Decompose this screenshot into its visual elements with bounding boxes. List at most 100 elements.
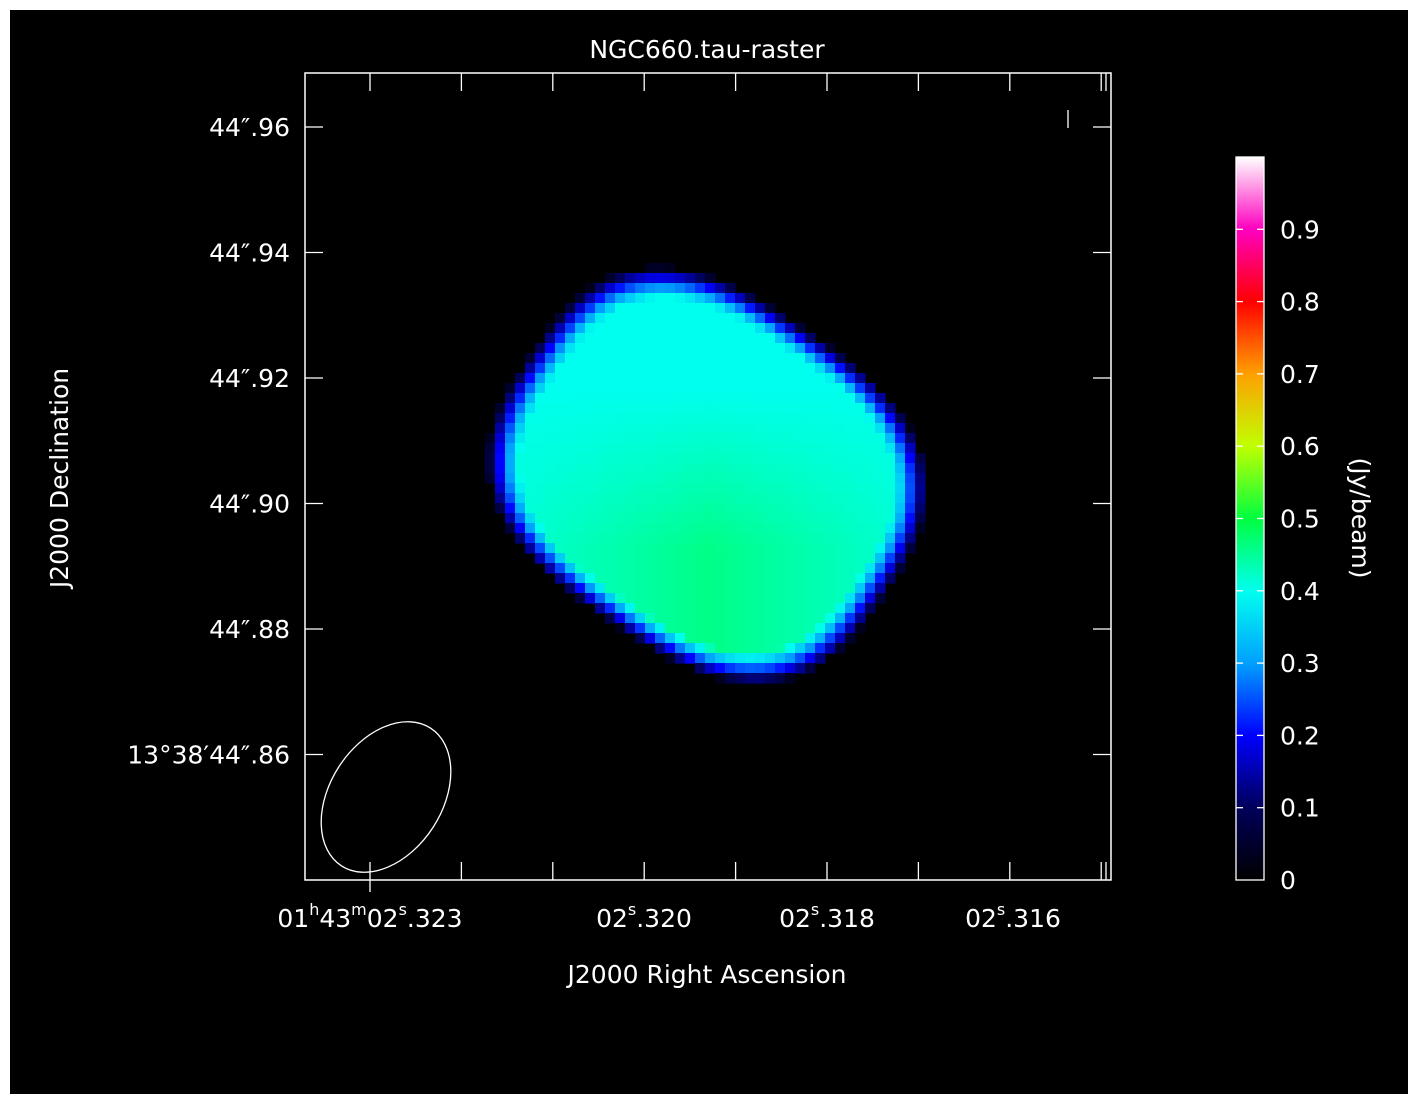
raster-pixel: [725, 303, 736, 314]
raster-pixel: [735, 483, 746, 494]
raster-pixel: [805, 553, 816, 564]
raster-pixel: [795, 583, 806, 594]
raster-pixel: [705, 463, 716, 474]
raster-pixel: [665, 353, 676, 364]
raster-pixel: [725, 403, 736, 414]
raster-pixel: [665, 413, 676, 424]
raster-pixel: [895, 463, 906, 474]
raster-pixel: [755, 583, 766, 594]
raster-pixel: [565, 393, 576, 404]
raster-pixel: [575, 463, 586, 474]
raster-pixel: [625, 303, 636, 314]
raster-pixel: [675, 303, 686, 314]
raster-pixel: [495, 453, 506, 464]
raster-pixel: [795, 333, 806, 344]
raster-pixel: [625, 623, 636, 634]
raster-pixel: [785, 433, 796, 444]
raster-pixel: [595, 403, 606, 414]
raster-pixel: [675, 593, 686, 604]
raster-pixel: [745, 363, 756, 374]
raster-pixel: [505, 413, 516, 424]
raster-pixel: [515, 453, 526, 464]
raster-pixel: [745, 383, 756, 394]
raster-pixel: [585, 363, 596, 374]
raster-pixel: [665, 423, 676, 434]
raster-pixel: [815, 633, 826, 644]
raster-pixel: [815, 513, 826, 524]
raster-pixel: [595, 563, 606, 574]
raster-pixel: [725, 583, 736, 594]
raster-pixel: [715, 513, 726, 524]
raster-pixel: [725, 433, 736, 444]
raster-pixel: [875, 423, 886, 434]
raster-pixel: [565, 573, 576, 584]
raster-pixel: [855, 543, 866, 554]
raster-pixel: [865, 583, 876, 594]
raster-pixel: [655, 643, 666, 654]
raster-pixel: [735, 443, 746, 454]
raster-pixel: [675, 623, 686, 634]
raster-pixel: [685, 503, 696, 514]
raster-pixel: [685, 323, 696, 334]
raster-pixel: [845, 513, 856, 524]
raster-pixel: [735, 603, 746, 614]
raster-pixel: [795, 573, 806, 584]
raster-pixel: [855, 513, 866, 524]
raster-pixel: [675, 523, 686, 534]
raster-pixel: [815, 643, 826, 654]
x-tick-labels: 01h43m02s.323 02s.320 02s.318 02s.316: [277, 900, 1061, 933]
raster-pixel: [575, 593, 586, 604]
raster-pixel: [865, 593, 876, 604]
raster-pixel: [795, 403, 806, 414]
raster-pixel: [885, 423, 896, 434]
raster-pixel: [545, 443, 556, 454]
raster-pixel: [525, 463, 536, 474]
raster-pixel: [615, 533, 626, 544]
raster-pixel: [565, 513, 576, 524]
raster-pixel: [575, 533, 586, 544]
raster-pixel: [775, 503, 786, 514]
raster-pixel: [815, 363, 826, 374]
raster-pixel: [665, 633, 676, 644]
raster-pixel: [685, 483, 696, 494]
raster-pixel: [665, 383, 676, 394]
raster-pixel: [505, 483, 516, 494]
raster-pixel: [865, 533, 876, 544]
raster-pixel: [775, 323, 786, 334]
raster-pixel: [735, 623, 746, 634]
raster-pixel: [685, 433, 696, 444]
raster-pixel: [665, 443, 676, 454]
raster-pixel: [485, 463, 496, 474]
raster-pixel: [855, 583, 866, 594]
raster-pixel: [745, 563, 756, 574]
raster-pixel: [625, 433, 636, 444]
raster-pixel: [615, 293, 626, 304]
raster-pixel: [825, 523, 836, 534]
raster-pixel: [895, 413, 906, 424]
raster-pixel: [675, 573, 686, 584]
raster-pixel: [615, 453, 626, 464]
raster-pixel: [685, 373, 696, 384]
raster-pixel: [665, 463, 676, 474]
raster-pixel: [685, 473, 696, 484]
raster-pixel: [645, 563, 656, 574]
raster-pixel: [765, 653, 776, 664]
raster-pixel: [765, 563, 776, 574]
raster-pixel: [685, 363, 696, 374]
raster-pixel: [715, 653, 726, 664]
raster-pixel: [695, 543, 706, 554]
raster-pixel: [575, 333, 586, 344]
raster-pixel: [785, 393, 796, 404]
raster-pixel: [795, 643, 806, 654]
raster-pixel: [715, 393, 726, 404]
raster-pixel: [705, 313, 716, 324]
raster-pixel: [525, 413, 536, 424]
raster-pixel: [655, 473, 666, 484]
raster-pixel: [875, 503, 886, 514]
raster-pixel: [665, 533, 676, 544]
raster-pixel: [615, 413, 626, 424]
raster-pixel: [905, 433, 916, 444]
raster-pixel: [735, 663, 746, 674]
raster-pixel: [555, 313, 566, 324]
raster-pixel: [855, 573, 866, 584]
